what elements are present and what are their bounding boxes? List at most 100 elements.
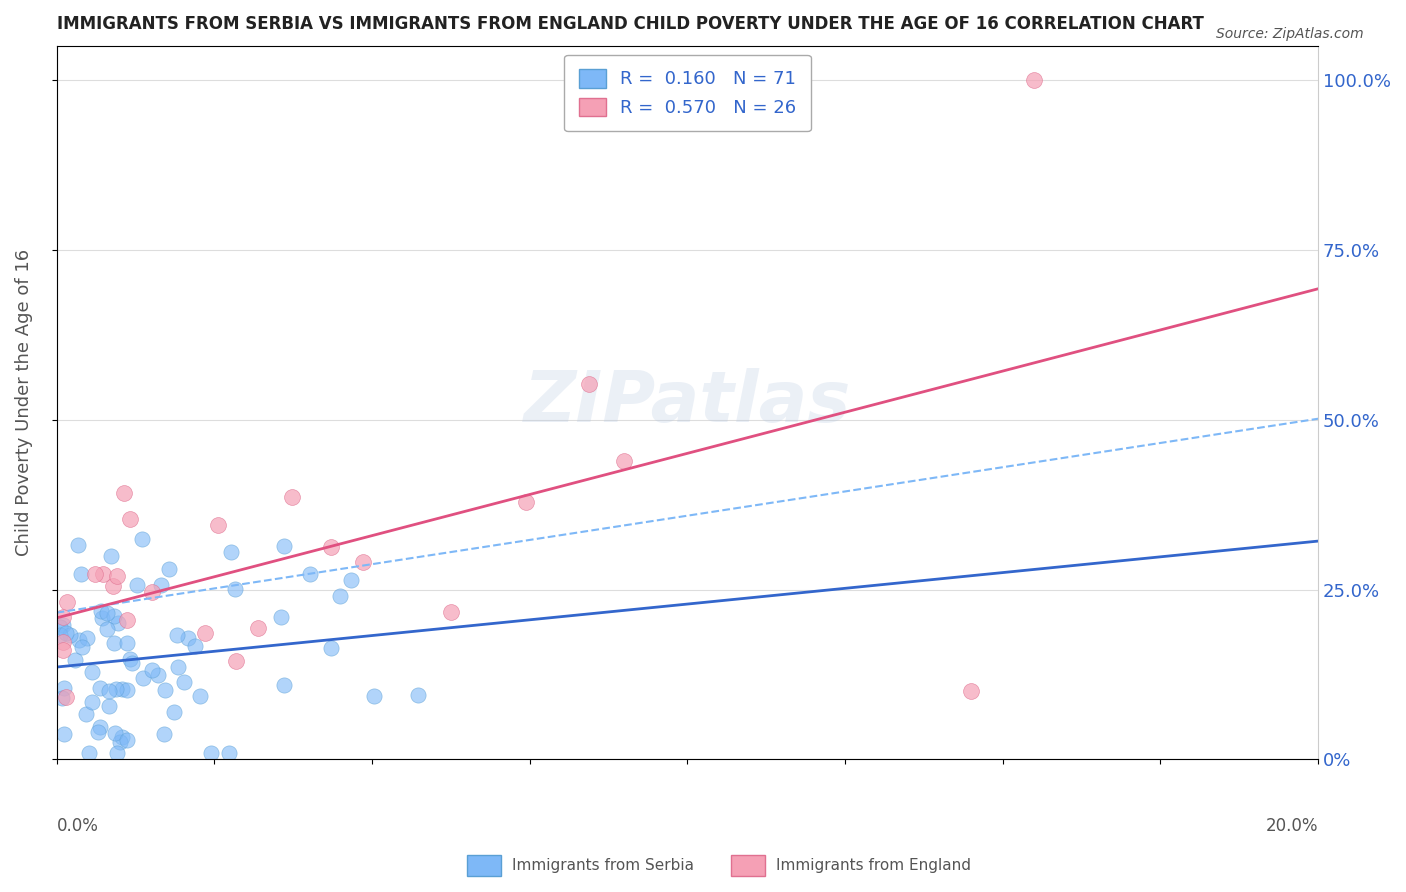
Point xyxy=(115,636,138,650)
Point xyxy=(207,518,229,533)
Point xyxy=(225,654,247,668)
Point xyxy=(55,690,77,704)
Text: Immigrants from England: Immigrants from England xyxy=(776,858,972,872)
Point xyxy=(98,684,121,698)
Point xyxy=(89,681,111,695)
Point xyxy=(298,566,321,581)
Point xyxy=(319,540,342,554)
Point xyxy=(131,532,153,546)
Point xyxy=(100,549,122,564)
Point xyxy=(177,631,200,645)
Text: Source: ZipAtlas.com: Source: ZipAtlas.com xyxy=(1216,27,1364,41)
Point xyxy=(67,538,90,552)
Point xyxy=(105,569,128,583)
Point xyxy=(59,628,82,642)
Point xyxy=(194,626,217,640)
Point xyxy=(960,684,983,698)
Point xyxy=(75,706,97,721)
Point xyxy=(515,495,537,509)
Point xyxy=(155,683,177,698)
Point xyxy=(439,605,461,619)
Legend: R =  0.160   N = 71, R =  0.570   N = 26: R = 0.160 N = 71, R = 0.570 N = 26 xyxy=(564,54,811,131)
Bar xyxy=(467,855,501,876)
Point xyxy=(173,675,195,690)
Point xyxy=(273,540,295,554)
Point xyxy=(91,566,114,581)
Text: 0.0%: 0.0% xyxy=(56,816,98,835)
Point xyxy=(51,691,73,706)
Point xyxy=(200,746,222,760)
Point xyxy=(52,618,75,632)
Point xyxy=(613,454,636,468)
Point xyxy=(218,746,240,760)
Point xyxy=(184,639,207,653)
Point xyxy=(340,573,363,587)
Point xyxy=(132,671,155,685)
Point xyxy=(111,730,134,744)
Point xyxy=(82,694,104,708)
Point xyxy=(115,733,138,747)
Point xyxy=(52,609,75,624)
Point xyxy=(89,721,111,735)
Text: IMMIGRANTS FROM SERBIA VS IMMIGRANTS FROM ENGLAND CHILD POVERTY UNDER THE AGE OF: IMMIGRANTS FROM SERBIA VS IMMIGRANTS FRO… xyxy=(56,15,1204,33)
Point xyxy=(107,616,129,631)
Point xyxy=(97,699,120,714)
Point xyxy=(105,746,128,760)
Point xyxy=(105,682,128,697)
Point xyxy=(87,725,110,739)
Point xyxy=(52,727,75,741)
Point xyxy=(80,665,103,679)
Point xyxy=(118,652,141,666)
Point xyxy=(96,606,118,620)
Bar xyxy=(731,855,765,876)
Point xyxy=(321,641,343,656)
Point xyxy=(112,486,135,500)
Point xyxy=(49,620,72,634)
Point xyxy=(153,727,176,741)
Point xyxy=(52,643,75,657)
Point xyxy=(49,627,72,641)
Point xyxy=(76,631,98,645)
Point xyxy=(162,705,184,719)
Point xyxy=(67,633,90,648)
Text: ZIPatlas: ZIPatlas xyxy=(523,368,851,437)
Point xyxy=(273,678,295,692)
Point xyxy=(363,689,385,703)
Point xyxy=(329,589,352,603)
Point xyxy=(150,578,173,592)
Point xyxy=(70,640,93,654)
Point xyxy=(157,562,180,576)
Point xyxy=(103,608,125,623)
Point xyxy=(70,566,93,581)
Point xyxy=(65,653,87,667)
Point xyxy=(56,595,79,609)
Text: Immigrants from Serbia: Immigrants from Serbia xyxy=(512,858,693,872)
Point xyxy=(90,604,112,618)
Point xyxy=(110,735,132,749)
Point xyxy=(219,545,242,559)
Point xyxy=(115,613,138,627)
Point xyxy=(120,512,142,526)
Point xyxy=(91,611,114,625)
Point xyxy=(53,681,76,695)
Point xyxy=(111,681,134,696)
Point xyxy=(166,628,188,642)
Point xyxy=(224,582,246,596)
Point xyxy=(406,688,429,702)
Point xyxy=(270,610,292,624)
Point xyxy=(115,683,138,698)
Point xyxy=(141,585,163,599)
Point xyxy=(167,660,190,674)
Point xyxy=(77,746,100,760)
Point xyxy=(125,578,148,592)
Point xyxy=(188,689,211,703)
Point xyxy=(96,623,118,637)
Point xyxy=(247,621,270,635)
Y-axis label: Child Poverty Under the Age of 16: Child Poverty Under the Age of 16 xyxy=(15,249,32,556)
Point xyxy=(52,635,75,649)
Point xyxy=(121,657,143,671)
Point xyxy=(146,668,169,682)
Text: 20.0%: 20.0% xyxy=(1265,816,1319,835)
Point xyxy=(281,490,304,504)
Point xyxy=(578,377,600,392)
